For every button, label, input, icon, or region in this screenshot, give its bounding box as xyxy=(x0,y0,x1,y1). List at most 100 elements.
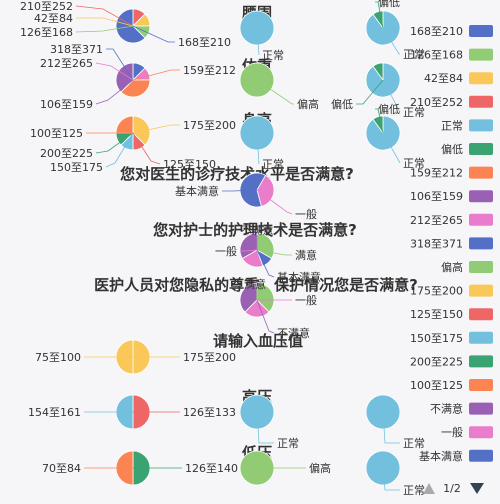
slice-label: 75至100 xyxy=(35,351,81,364)
legend-item[interactable]: 一般 xyxy=(441,426,493,439)
slice-label: 168至210 xyxy=(178,36,231,49)
triangle-up-icon[interactable] xyxy=(423,483,435,494)
legend-label: 正常 xyxy=(441,119,463,132)
label-leader-line xyxy=(106,48,134,81)
legend-swatch xyxy=(469,426,493,439)
label-leader-line xyxy=(382,79,401,113)
label-leader-line xyxy=(75,25,134,33)
legend-swatch xyxy=(469,402,493,415)
label-leader-line xyxy=(105,132,134,168)
label-leader-line xyxy=(132,69,180,81)
legend-item[interactable]: 318至371 xyxy=(410,237,493,250)
label-leader-line xyxy=(132,124,180,134)
slice-label: 212至265 xyxy=(40,57,93,70)
label-leader-line xyxy=(375,108,384,134)
pie-chart: 偏高 xyxy=(239,450,331,486)
legend-item[interactable]: 偏低 xyxy=(441,142,493,156)
label-leader-line xyxy=(95,79,134,105)
slice-label: 42至84 xyxy=(34,12,73,25)
legend-item[interactable]: 175至200 xyxy=(410,284,493,298)
legend-item[interactable]: 100至125 xyxy=(410,379,493,392)
pie-chart: 正常 xyxy=(239,115,284,171)
slice-label: 正常 xyxy=(262,158,284,171)
label-leader-line xyxy=(256,411,274,444)
label-leader-line xyxy=(132,25,175,43)
triangle-down-icon[interactable] xyxy=(470,483,484,494)
slice-label: 正常 xyxy=(403,48,425,61)
slice-label: 126至168 xyxy=(20,26,73,39)
pie-chart: 偏高 xyxy=(239,62,319,111)
slice-label: 正常 xyxy=(403,106,425,119)
pie-slice[interactable] xyxy=(132,115,151,146)
pie-slice[interactable] xyxy=(115,8,146,44)
slice-label: 210至252 xyxy=(20,0,73,13)
legend-swatch xyxy=(469,308,493,321)
slice-label: 175至200 xyxy=(183,351,236,364)
slice-label: 正常 xyxy=(403,157,425,170)
legend-item[interactable]: 210至252 xyxy=(410,95,493,109)
legend-item[interactable]: 不满意 xyxy=(430,402,493,416)
legend-item[interactable]: 125至150 xyxy=(410,308,493,321)
legend-label: 150至175 xyxy=(410,332,463,345)
label-leader-line xyxy=(222,189,258,192)
pie-slice[interactable] xyxy=(372,62,384,82)
slice-label: 175至200 xyxy=(183,119,236,132)
label-leader-line xyxy=(256,132,260,165)
pie-slice[interactable] xyxy=(120,79,151,98)
pie-slice[interactable] xyxy=(256,282,275,313)
label-leader-line xyxy=(76,17,134,27)
pie-chart: 正常 xyxy=(239,394,299,450)
legend-label: 318至371 xyxy=(410,237,463,250)
slice-label: 正常 xyxy=(262,49,284,62)
legend-item[interactable]: 159至212 xyxy=(410,166,493,180)
legend-label: 210至252 xyxy=(410,96,463,109)
label-leader-line xyxy=(132,132,161,165)
pie-slice[interactable] xyxy=(239,282,258,313)
label-leader-line xyxy=(95,132,134,154)
slice-label: 159至212 xyxy=(183,64,236,77)
legend-label: 42至84 xyxy=(424,72,463,85)
pie-slice[interactable] xyxy=(115,115,134,134)
legend-label: 一般 xyxy=(441,426,463,439)
legend-item[interactable]: 基本满意 xyxy=(419,449,493,463)
slice-label: 正常 xyxy=(403,484,425,497)
legend-label: 偏低 xyxy=(441,142,463,156)
slice-label: 一般 xyxy=(295,294,317,307)
legend-item[interactable]: 偏高 xyxy=(441,260,493,274)
legend-swatch xyxy=(469,190,493,203)
legend-item[interactable]: 正常 xyxy=(441,119,493,132)
slice-label: 200至225 xyxy=(40,147,93,160)
legend-item[interactable]: 106至159 xyxy=(410,190,493,203)
legend-item[interactable]: 150至175 xyxy=(410,331,493,345)
legend-label: 基本满意 xyxy=(419,449,463,463)
slice-label: 偏低 xyxy=(378,102,400,116)
slice-label: 126至133 xyxy=(183,406,236,419)
legend-swatch xyxy=(469,355,493,368)
legend-swatch xyxy=(469,48,493,61)
legend-swatch xyxy=(469,449,493,462)
legend-item[interactable]: 200至225 xyxy=(410,355,493,368)
legend-item[interactable]: 168至210 xyxy=(410,25,493,38)
legend-swatch xyxy=(469,261,493,273)
legend-swatch xyxy=(469,284,493,297)
slice-label: 正常 xyxy=(277,437,299,450)
legend-item[interactable]: 126至168 xyxy=(410,48,493,62)
label-leader-line xyxy=(256,79,294,105)
label-leader-line xyxy=(95,62,134,81)
legend-swatch xyxy=(469,237,493,250)
chart-title: 您对护士的护理技术是否满意? xyxy=(152,221,357,239)
label-leader-line xyxy=(251,283,258,300)
legend-item[interactable]: 42至84 xyxy=(424,72,493,85)
legend-label: 159至212 xyxy=(410,167,463,180)
legend-item[interactable]: 212至265 xyxy=(410,213,493,227)
label-leader-line xyxy=(253,229,258,250)
slice-label: 偏低 xyxy=(378,0,400,9)
slice-label: 偏高 xyxy=(297,97,319,111)
pie-chart: 175至200 75至100 xyxy=(35,339,236,375)
slice-label: 偏低 xyxy=(331,97,353,111)
legend-swatch xyxy=(469,331,493,344)
